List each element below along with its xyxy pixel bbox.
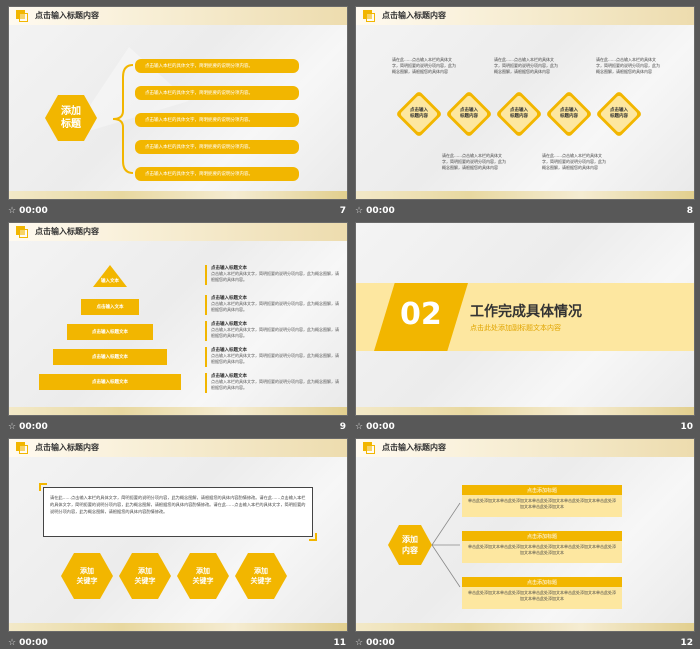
slide-number: 12: [680, 638, 693, 648]
content-pill: 点击输入本栏的具体文字，简明扼要的说明分项内容。: [135, 59, 299, 73]
flow-card: 点击添加标题 单击此处添加文本单击此处添加文本单击此处添加文本单击此处添加文本单击…: [462, 577, 622, 611]
diamond-node: 点击输入 标题内容: [545, 90, 593, 138]
slide-number: 9: [339, 422, 346, 432]
slide-8[interactable]: 点击输入标题内容 请在此……点击输入本栏的具体文字，简明扼要的说明分项内容，此为…: [355, 6, 695, 200]
slide-title: 点击输入标题内容: [382, 443, 446, 452]
slide-header: 点击输入标题内容: [356, 7, 694, 25]
slide-timing: ☆ 00:00: [8, 422, 48, 432]
transition-star-icon: ☆: [8, 638, 17, 648]
slide-11[interactable]: 点击输入标题内容 请在此……点击输入本栏的具体文字，简明扼要的说明分项内容，此为…: [8, 438, 348, 632]
slide-timing: ☆ 00:00: [355, 206, 395, 216]
content-pill: 点击输入本栏的具体文字，简明扼要的说明分项内容。: [135, 86, 299, 100]
diamond-node: 点击输入 标题内容: [495, 90, 543, 138]
content-hexagon: 添加 内容: [388, 525, 432, 565]
pyramid-level: 点击输入标题文本: [39, 374, 181, 390]
keyword-hexagon: 添加 关键字: [235, 553, 287, 599]
pyramid-level: 点击输入标题文本: [67, 324, 153, 340]
pyramid-level: 输入文本: [93, 265, 127, 287]
slide-timing: ☆ 00:00: [8, 206, 48, 216]
squares-icon: [16, 226, 28, 238]
slide-number: 7: [339, 206, 346, 216]
slide-header: 点击输入标题内容: [9, 439, 347, 457]
keyword-hexagon: 添加 关键字: [61, 553, 113, 599]
slide-title: 点击输入标题内容: [35, 227, 99, 236]
slide-10[interactable]: 02 工作完成具体情况 点击此处添加副标题文本内容: [355, 222, 695, 416]
transition-star-icon: ☆: [355, 206, 364, 216]
flow-card: 点击添加标题 单击此处添加文本单击此处添加文本单击此处添加文本单击此处添加文本单击…: [462, 531, 622, 565]
slide-timing: ☆ 00:00: [355, 422, 395, 432]
slide-header: 点击输入标题内容: [9, 7, 347, 25]
diagram-text: 请在此……点击输入本栏的具体文字，简明扼要的说明分项内容，此为概念图解，请根据您…: [596, 57, 660, 74]
keyword-hexagon: 添加 关键字: [119, 553, 171, 599]
transition-star-icon: ☆: [8, 206, 17, 216]
slide-number: 11: [333, 638, 346, 648]
content-pill: 点击输入本栏的具体文字，简明扼要的说明分项内容。: [135, 167, 299, 181]
squares-icon: [363, 10, 375, 22]
slide-12[interactable]: 点击输入标题内容 添加 内容 点击添加标题 单击此处添加文本单击此处添加文本单击此…: [355, 438, 695, 632]
section-number: 02: [400, 297, 442, 332]
slide-header: 点击输入标题内容: [9, 223, 347, 241]
diagram-text: 请在此……点击输入本栏的具体文字，简明扼要的说明分项内容，此为概念图解，请根据您…: [442, 153, 506, 170]
slide-timing: ☆ 00:00: [8, 638, 48, 648]
slide-title: 点击输入标题内容: [35, 11, 99, 20]
slide-header: 点击输入标题内容: [356, 439, 694, 457]
section-title: 工作完成具体情况: [470, 304, 582, 320]
keyword-hexagon: 添加 关键字: [177, 553, 229, 599]
diagram-text: 请在此……点击输入本栏的具体文字，简明扼要的说明分项内容，此为概念图解，请根据您…: [494, 57, 558, 74]
diamond-node: 点击输入 标题内容: [395, 90, 443, 138]
slide-timing: ☆ 00:00: [355, 638, 395, 648]
section-subtitle: 点击此处添加副标题文本内容: [470, 324, 561, 332]
diagram-text: 请在此……点击输入本栏的具体文字，简明扼要的说明分项内容，此为概念图解，请根据您…: [392, 57, 456, 74]
fan-connector: [431, 502, 461, 588]
slide-9[interactable]: 点击输入标题内容 输入文本 点击输入文本 点击输入标题文本 点击输入标题文本 点…: [8, 222, 348, 416]
transition-star-icon: ☆: [355, 422, 364, 432]
slide-7[interactable]: 点击输入标题内容 添加 标题 点击输入本栏的具体文字，简明扼要的说明分项内容。 …: [8, 6, 348, 200]
pyramid-level: 点击输入标题文本: [53, 349, 167, 365]
diamond-node: 点击输入 标题内容: [445, 90, 493, 138]
transition-star-icon: ☆: [8, 422, 17, 432]
squares-icon: [16, 10, 28, 22]
title-hexagon: 添加 标题: [45, 95, 97, 141]
slide-number: 10: [680, 422, 693, 432]
slide-title: 点击输入标题内容: [382, 11, 446, 20]
slide-title: 点击输入标题内容: [35, 443, 99, 452]
pyramid-level: 点击输入文本: [81, 299, 139, 315]
diagram-text: 请在此……点击输入本栏的具体文字，简明扼要的说明分项内容，此为概念图解，请根据您…: [542, 153, 606, 170]
bracket-connector: [112, 64, 134, 174]
flow-card: 点击添加标题 单击此处添加文本单击此处添加文本单击此处添加文本单击此处添加文本单击…: [462, 485, 622, 519]
content-pill: 点击输入本栏的具体文字，简明扼要的说明分项内容。: [135, 140, 299, 154]
paragraph-box: 请在此……点击输入本栏的具体文字，简明扼要的说明分项内容，此为概念图解，请根据您…: [43, 487, 313, 537]
transition-star-icon: ☆: [355, 638, 364, 648]
slide-number: 8: [686, 206, 693, 216]
squares-icon: [16, 442, 28, 454]
squares-icon: [363, 442, 375, 454]
content-pill: 点击输入本栏的具体文字，简明扼要的说明分项内容。: [135, 113, 299, 127]
diamond-node: 点击输入 标题内容: [595, 90, 643, 138]
